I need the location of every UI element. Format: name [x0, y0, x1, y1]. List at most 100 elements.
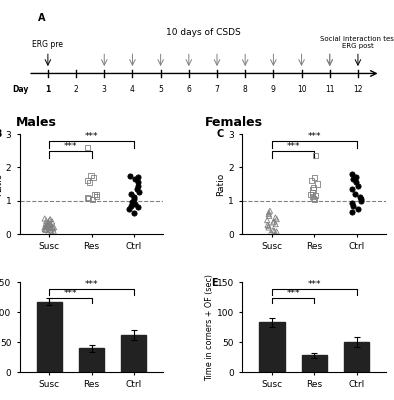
Point: [358, 198, 364, 204]
Text: ***: ***: [64, 142, 77, 151]
Point: [130, 210, 137, 217]
Point: [310, 195, 317, 201]
Point: [93, 192, 99, 198]
Text: ***: ***: [286, 289, 300, 298]
Point: [349, 200, 355, 207]
Point: [135, 174, 141, 181]
Point: [272, 214, 279, 221]
Point: [51, 228, 57, 235]
Point: [93, 194, 99, 200]
Point: [266, 211, 272, 217]
Point: [84, 178, 91, 184]
Text: 1: 1: [45, 84, 50, 94]
Text: 12: 12: [353, 84, 363, 94]
Point: [349, 209, 355, 216]
Text: 7: 7: [215, 84, 219, 94]
Point: [311, 196, 318, 202]
Point: [44, 222, 50, 228]
Point: [266, 223, 272, 229]
Point: [312, 152, 318, 159]
Bar: [259, 322, 285, 372]
Point: [355, 182, 362, 189]
Point: [42, 226, 48, 232]
Text: 3: 3: [102, 84, 107, 94]
Point: [126, 172, 133, 179]
Text: ***: ***: [286, 142, 300, 151]
Point: [45, 222, 52, 228]
Point: [266, 224, 272, 231]
Point: [268, 229, 274, 236]
Point: [85, 144, 91, 150]
Point: [135, 182, 141, 189]
Point: [349, 171, 355, 177]
Point: [48, 225, 54, 231]
Point: [129, 199, 135, 206]
Point: [273, 228, 280, 235]
Text: A: A: [38, 14, 46, 24]
Point: [45, 229, 51, 236]
Point: [126, 206, 132, 212]
Point: [308, 178, 314, 184]
Point: [50, 225, 56, 232]
Y-axis label: Ratio: Ratio: [0, 172, 3, 196]
Bar: [344, 342, 369, 372]
Point: [47, 221, 54, 227]
Point: [358, 196, 364, 202]
Point: [353, 179, 359, 186]
Text: 11: 11: [325, 84, 335, 94]
Point: [84, 194, 90, 201]
Point: [357, 194, 363, 201]
Point: [271, 218, 277, 225]
Point: [43, 226, 49, 233]
Point: [266, 212, 272, 219]
Point: [311, 174, 318, 181]
Text: Females: Females: [205, 116, 263, 129]
Point: [309, 194, 315, 200]
Text: ERG pre: ERG pre: [32, 40, 63, 49]
Text: 4: 4: [130, 84, 135, 94]
Point: [270, 227, 276, 233]
Point: [41, 224, 48, 231]
Point: [85, 195, 91, 202]
Point: [91, 191, 98, 197]
Point: [47, 225, 54, 231]
Point: [128, 202, 134, 209]
Text: C: C: [217, 129, 224, 139]
Point: [43, 223, 49, 229]
Point: [43, 218, 49, 224]
Point: [307, 191, 314, 197]
Point: [47, 216, 53, 222]
Point: [46, 222, 53, 229]
Bar: [37, 302, 62, 372]
Point: [136, 189, 142, 196]
Point: [273, 216, 280, 222]
Point: [43, 224, 50, 230]
Point: [134, 186, 140, 192]
Point: [273, 221, 279, 227]
Point: [45, 220, 51, 226]
Text: 10: 10: [297, 84, 307, 94]
Point: [46, 217, 52, 223]
Point: [47, 227, 54, 233]
Text: 9: 9: [271, 84, 276, 94]
Point: [266, 209, 272, 216]
Point: [132, 176, 138, 182]
Bar: [121, 335, 147, 372]
Point: [264, 222, 271, 228]
Point: [351, 191, 358, 197]
Text: Males: Males: [16, 116, 57, 129]
Point: [51, 224, 57, 230]
Text: ***: ***: [85, 132, 98, 141]
Point: [135, 179, 141, 186]
Point: [349, 176, 356, 182]
Point: [43, 227, 49, 233]
Point: [271, 228, 277, 234]
Point: [264, 217, 270, 223]
Bar: [301, 355, 327, 372]
Point: [90, 174, 97, 181]
Text: 10 days of CSDS: 10 days of CSDS: [165, 28, 240, 36]
Point: [132, 201, 139, 207]
Text: 5: 5: [158, 84, 163, 94]
Point: [309, 189, 315, 196]
Y-axis label: Time in corners + OF (sec): Time in corners + OF (sec): [205, 274, 214, 381]
